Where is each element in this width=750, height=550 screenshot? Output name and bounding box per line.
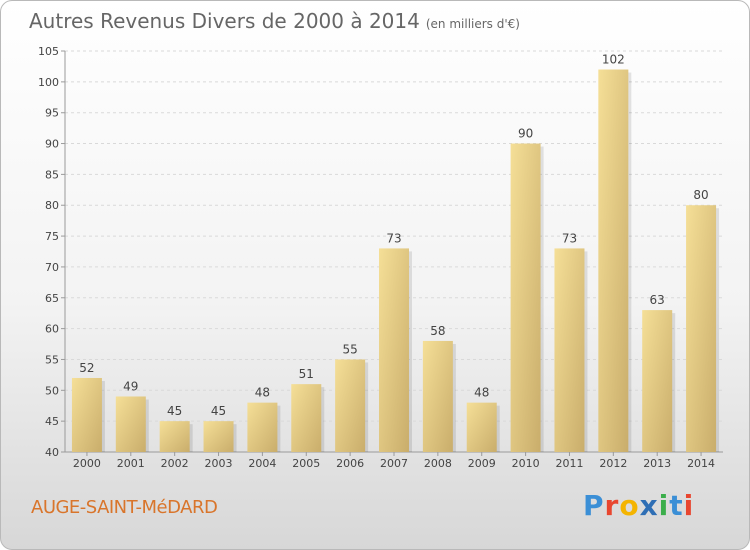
logo-letter: i (683, 489, 695, 522)
x-tick-label: 2012 (599, 457, 627, 470)
bar (686, 205, 717, 452)
logo-letter: i (658, 489, 670, 522)
y-tick-label: 40 (45, 446, 59, 459)
logo-letter: t (669, 489, 684, 522)
bar (510, 143, 541, 453)
y-tick-label: 100 (38, 76, 59, 89)
y-tick-label: 50 (45, 384, 59, 397)
bar (115, 396, 146, 452)
x-tick-label: 2007 (380, 457, 408, 470)
y-tick-label: 90 (45, 138, 59, 151)
y-tick-label: 55 (45, 353, 59, 366)
logo-letter: r (604, 489, 620, 522)
logo-letter: x (639, 489, 659, 522)
y-tick-label: 65 (45, 292, 59, 305)
x-tick-label: 2014 (687, 457, 715, 470)
data-label: 49 (123, 379, 138, 393)
x-tick-label: 2000 (73, 457, 101, 470)
data-label: 63 (650, 293, 665, 307)
bar (466, 402, 497, 452)
data-label: 73 (562, 231, 577, 245)
bar-chart: 40 45 50 55 60 65 70 75 80 85 90 95 100 105 52 2000 49 20… (38, 45, 723, 470)
place-name: AUGE-SAINT-MéDARD (31, 497, 218, 518)
y-tick-label: 95 (45, 107, 59, 120)
x-tick-label: 2006 (336, 457, 364, 470)
chart-subtitle: (en milliers d'€) (425, 17, 520, 31)
x-tick-label: 2003 (205, 457, 233, 470)
bar (247, 402, 278, 452)
y-tick-label: 85 (45, 168, 59, 181)
bar (554, 248, 585, 452)
logo-letter: P (583, 489, 605, 522)
x-tick-label: 2002 (161, 457, 189, 470)
bar (71, 377, 102, 452)
data-label: 58 (430, 324, 445, 338)
bar (642, 310, 673, 452)
bar (291, 384, 322, 452)
bars (71, 69, 720, 453)
data-label: 73 (386, 231, 401, 245)
x-tick-label: 2004 (248, 457, 276, 470)
data-label: 90 (518, 127, 533, 141)
bar (379, 248, 409, 452)
x-tick-label: 2009 (468, 457, 496, 470)
data-label: 45 (211, 404, 226, 418)
x-tick-label: 2010 (512, 457, 540, 470)
proxiti-logo[interactable]: Proxiti (583, 489, 694, 522)
y-tick-label: 60 (45, 323, 59, 336)
bar (598, 69, 629, 452)
y-tick-label: 75 (45, 230, 59, 243)
data-label: 48 (255, 386, 270, 400)
data-label: 52 (79, 361, 94, 375)
chart-title: Autres Revenus Divers de 2000 à 2014 (en … (29, 9, 520, 33)
chart-title-text: Autres Revenus Divers de 2000 à 2014 (29, 9, 420, 33)
x-tick-label: 2005 (292, 457, 320, 470)
data-label: 45 (167, 404, 182, 418)
x-tick-label: 2011 (555, 457, 583, 470)
data-label: 102 (602, 53, 625, 67)
y-tick-label: 70 (45, 261, 59, 274)
bar (335, 359, 366, 452)
logo-letter: o (619, 489, 640, 522)
x-tick-label: 2013 (643, 457, 671, 470)
x-tick-label: 2001 (117, 457, 145, 470)
data-label: 51 (299, 367, 314, 381)
bar (159, 421, 190, 452)
labels: 40 45 50 55 60 65 70 75 80 85 90 95 100 105 52 2000 49 20… (38, 45, 715, 470)
data-label: 80 (693, 188, 708, 202)
bar (422, 340, 453, 452)
y-tick-label: 105 (38, 45, 59, 58)
x-tick-label: 2008 (424, 457, 452, 470)
y-tick-label: 80 (45, 199, 59, 212)
data-label: 48 (474, 386, 489, 400)
bar (203, 421, 234, 452)
y-tick-label: 45 (45, 415, 59, 428)
data-label: 55 (342, 342, 357, 356)
